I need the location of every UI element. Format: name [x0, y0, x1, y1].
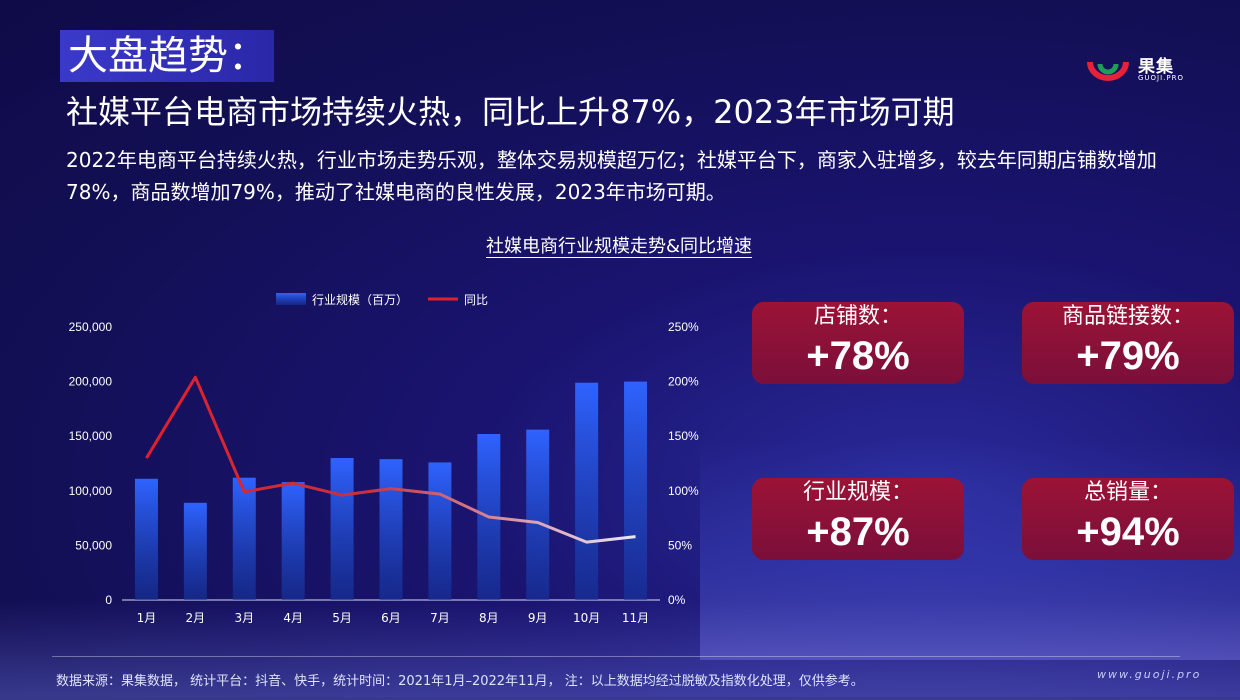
y-right-tick-label: 150% [668, 429, 699, 443]
bar [379, 459, 403, 600]
bar [232, 477, 256, 600]
logo-text: 果集 [1138, 57, 1174, 77]
stat-label: 总销量： [1083, 480, 1172, 505]
y-right-tick-label: 250% [668, 320, 699, 334]
brand-logo: 果集 GUOJI.PRO [1086, 52, 1196, 82]
bar [134, 478, 158, 600]
stat-card-industry-scale: 行业规模： +87% [752, 478, 964, 560]
stat-label: 行业规模： [802, 480, 913, 505]
page-subtitle: 社媒平台电商市场持续火热，同比上升87%，2023年市场可期 [66, 93, 955, 131]
bar [526, 429, 550, 600]
y-right-tick-label: 50% [668, 538, 692, 552]
legend-swatch-bar [276, 293, 306, 305]
x-tick-label: 5月 [332, 611, 352, 625]
stat-label: 商品链接数： [1061, 304, 1194, 329]
legend-label-line: 同比 [464, 293, 488, 307]
bar [281, 482, 305, 600]
x-tick-label: 4月 [283, 611, 303, 625]
y-left-tick-label: 0 [105, 593, 112, 607]
stat-card-total-sales: 总销量： +94% [1022, 478, 1234, 560]
stat-value: +87% [806, 510, 910, 554]
footer-divider [52, 656, 1180, 657]
stat-label: 店铺数： [813, 304, 902, 329]
stat-value: +94% [1076, 510, 1180, 554]
chart-title: 社媒电商行业规模走势&同比增速 [486, 236, 753, 257]
legend-label-bar: 行业规模（百万） [312, 292, 408, 307]
bar [575, 382, 599, 600]
y-right-tick-label: 0% [668, 593, 686, 607]
x-tick-label: 10月 [573, 611, 600, 625]
y-right-tick-label: 100% [668, 484, 699, 498]
x-tick-label: 11月 [622, 611, 649, 625]
stat-card-shops: 店铺数： +78% [752, 302, 964, 384]
x-tick-label: 6月 [381, 611, 401, 625]
x-tick-label: 7月 [430, 611, 450, 625]
combo-chart: 0 50,000 100,000 150,000 200,000 250,000 0% 50%… [69, 292, 699, 625]
logo-subtext: GUOJI.PRO [1138, 74, 1185, 82]
bar [624, 381, 648, 600]
x-tick-label: 1月 [137, 611, 157, 625]
y-left-tick-label: 150,000 [69, 429, 113, 443]
stat-value: +78% [806, 334, 910, 378]
page-title: 大盘趋势： [60, 30, 274, 82]
y-right-tick-label: 200% [668, 375, 699, 389]
x-tick-label: 3月 [234, 611, 254, 625]
y-left-tick-label: 100,000 [69, 484, 113, 498]
stat-card-product-links: 商品链接数： +79% [1022, 302, 1234, 384]
bar [330, 458, 354, 600]
bar [183, 502, 207, 600]
line-series-yoy [145, 375, 636, 544]
stat-value: +79% [1076, 334, 1180, 378]
footer-url: www.guoji.pro [1097, 668, 1202, 681]
y-left-tick-label: 200,000 [69, 375, 113, 389]
logo-icon [1087, 61, 1129, 81]
footer-source: 数据来源：果集数据， 统计平台：抖音、快手，统计时间：2021年1月–2022年… [56, 674, 864, 689]
y-left-tick-label: 250,000 [69, 320, 113, 334]
x-tick-label: 9月 [528, 611, 548, 625]
x-tick-label: 8月 [479, 611, 499, 625]
page-description: 2022年电商平台持续火热，行业市场走势乐观，整体交易规模超万亿；社媒平台下，商… [66, 148, 1157, 204]
bottom-glow [0, 600, 1240, 700]
bar [428, 462, 452, 600]
y-left-tick-label: 50,000 [75, 538, 112, 552]
x-tick-label: 2月 [186, 611, 206, 625]
